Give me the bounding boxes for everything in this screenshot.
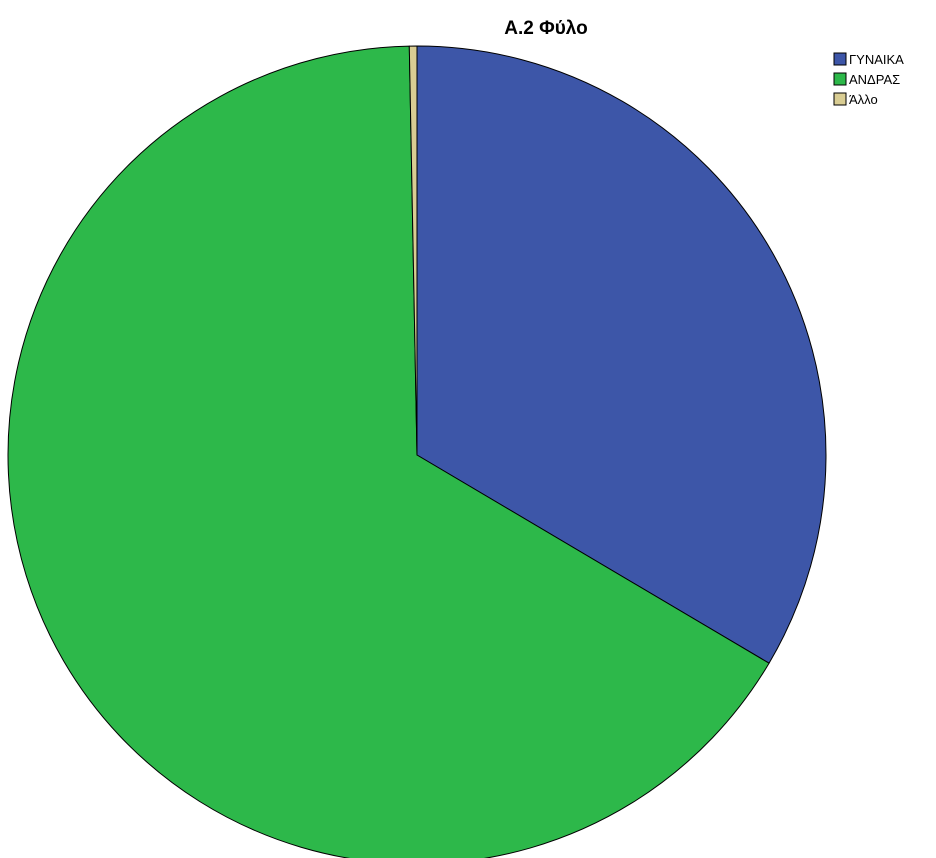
legend-entry-gynaika: ΓΥΝΑΙΚΑ	[833, 52, 904, 67]
legend-swatch-andras	[833, 72, 847, 86]
pie-slice-1	[416, 45, 827, 664]
legend-entry-andras: ΑΝΔΡΑΣ	[833, 72, 900, 87]
chart-title: A.2 Φύλο	[504, 18, 587, 39]
chart-legend: ΓΥΝΑΙΚΑ ΑΝΔΡΑΣ Άλλο	[833, 52, 904, 107]
legend-swatch-allo	[833, 92, 847, 106]
legend-entry-allo: Άλλο	[833, 92, 878, 107]
legend-label-gynaika: ΓΥΝΑΙΚΑ	[849, 52, 904, 67]
legend-label-andras: ΑΝΔΡΑΣ	[849, 72, 900, 87]
pie-slices	[7, 45, 827, 858]
pie-slice-3	[408, 45, 418, 456]
pie-slice-2	[7, 45, 770, 858]
legend-swatch-gynaika	[833, 52, 847, 66]
legend-label-allo: Άλλο	[849, 92, 878, 107]
